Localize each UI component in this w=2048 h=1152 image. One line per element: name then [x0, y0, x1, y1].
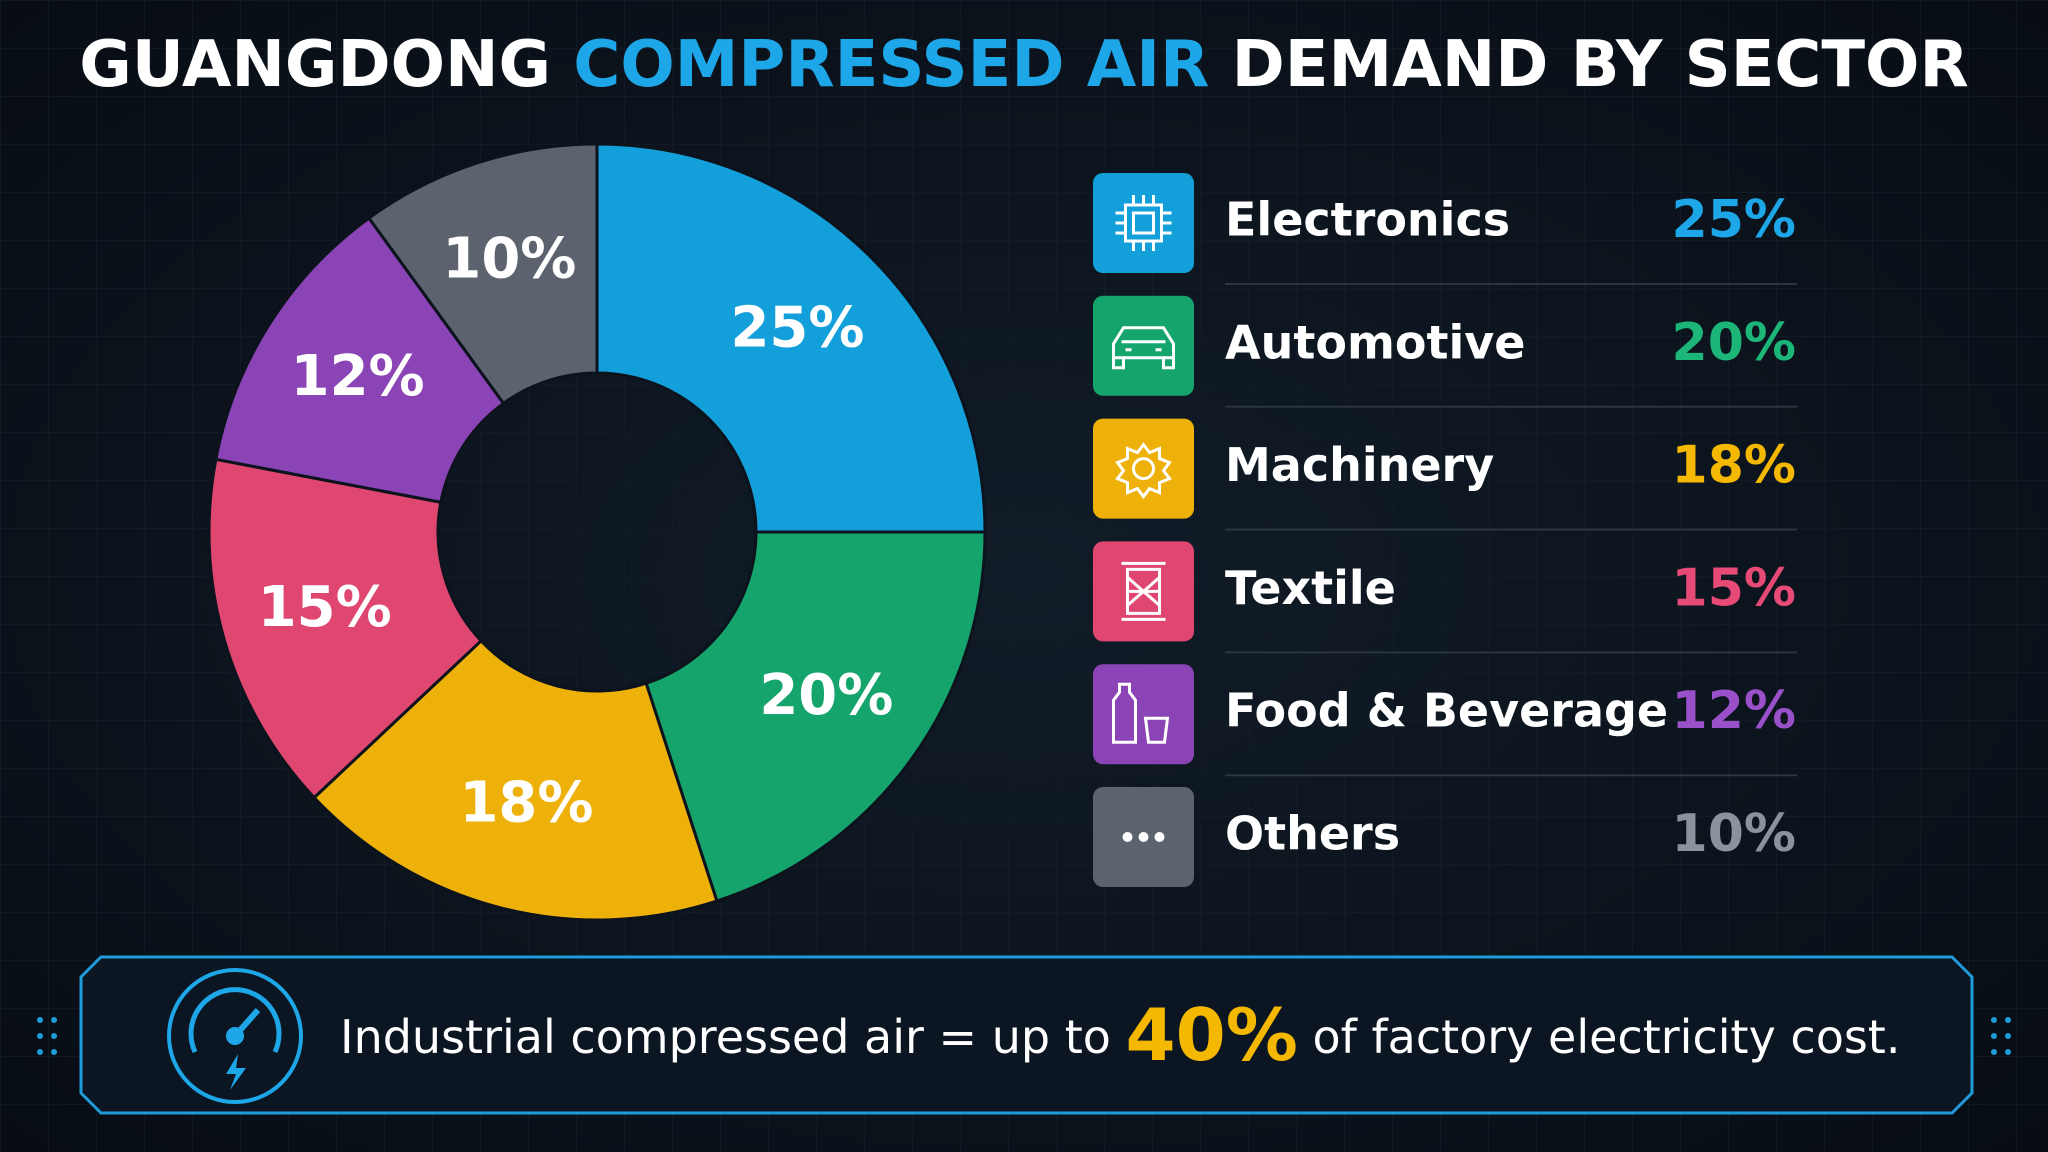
donut-slice: [214, 216, 506, 504]
legend-label: Automotive: [1225, 315, 1525, 369]
legend-label: Food & Beverage: [1225, 684, 1668, 738]
footnote: Industrial compressed air = up to 40% of…: [340, 993, 1900, 1077]
donut-slice: [312, 638, 719, 922]
donut-slice: [366, 142, 599, 406]
donut-slice: [644, 530, 987, 903]
icon-glyph: [1138, 832, 1149, 842]
title-part: COMPRESSED AIR: [573, 28, 1209, 102]
legend-value: 12%: [1672, 681, 1796, 741]
legend-label: Machinery: [1225, 438, 1494, 492]
icon-glyph: [1154, 832, 1165, 842]
donut-slice: [207, 457, 484, 800]
legend-value: 10%: [1672, 804, 1796, 864]
slice-label: 12%: [291, 344, 425, 409]
slice-label: 20%: [759, 663, 893, 728]
legend-icon: [1093, 173, 1194, 273]
icon-glyph: [1112, 326, 1175, 370]
donut: 25% 20% 18% 15% 12% 10%: [207, 142, 987, 922]
title-part: GUANGDONG: [79, 28, 551, 102]
legend-label: Electronics: [1225, 193, 1510, 247]
icon-glyph: [1112, 682, 1170, 744]
legend-label: Textile: [1225, 561, 1396, 615]
legend: Electronics 25% Automotive 20% Machinery 18% T…: [1093, 173, 1797, 887]
footnote-highlight: 40%: [1126, 993, 1298, 1077]
legend-value: 15%: [1672, 558, 1796, 618]
footnote-text: of factory electricity cost.: [1312, 1010, 1900, 1064]
legend-icon: [1093, 664, 1194, 765]
legend-value: 20%: [1672, 313, 1796, 373]
legend-label: Others: [1225, 807, 1400, 861]
footnote-box: [37, 955, 2011, 1115]
title-part: DEMAND BY SECTOR: [1232, 28, 1969, 102]
icon-glyph: [1115, 195, 1172, 251]
icon-glyph: [1115, 442, 1172, 500]
footnote-text: Industrial compressed air = up to: [340, 1010, 1111, 1064]
legend-icon: [1093, 295, 1194, 396]
donut-slice: [595, 142, 987, 534]
slice-label: 18%: [459, 771, 593, 836]
icon-glyph: [1122, 832, 1133, 842]
legend-value: 25%: [1672, 190, 1796, 250]
legend-icon: [1093, 418, 1194, 519]
slice-label: 25%: [730, 296, 864, 361]
legend-value: 18%: [1672, 436, 1796, 496]
slice-label: 10%: [442, 227, 576, 292]
icon-glyph: [1121, 561, 1166, 621]
slice-label: 15%: [258, 575, 392, 640]
chart-title: GUANGDONG COMPRESSED AIR DEMAND BY SECTO…: [79, 28, 1968, 102]
